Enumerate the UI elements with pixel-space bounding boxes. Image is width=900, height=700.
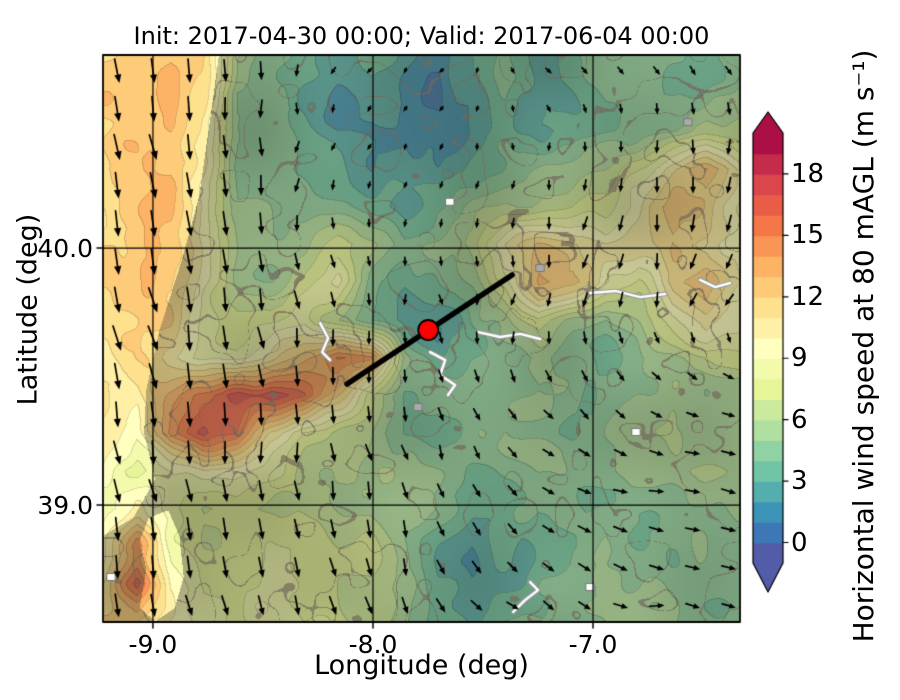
colorbar-tick-label-0: 0 xyxy=(791,527,808,558)
plot-title: Init: 2017-04-30 00:00; Valid: 2017-06-0… xyxy=(133,22,710,50)
x-tick-label-1: -8.0 xyxy=(348,630,398,659)
x-tick-label-2: -7.0 xyxy=(568,630,618,659)
colorbar-tick-label-5: 15 xyxy=(791,220,825,251)
colorbar-tick-label-2: 6 xyxy=(791,404,808,435)
colorbar-label: Horizontal wind speed at 80 mAGL (m s⁻¹) xyxy=(847,49,880,643)
x-tick-label-0: -9.0 xyxy=(128,630,178,659)
x-axis-label: Longitude (deg) xyxy=(314,650,529,681)
y-axis-label: Latitude (deg) xyxy=(12,213,44,406)
colorbar-tick-label-4: 12 xyxy=(791,281,825,312)
colorbar-tick-label-1: 3 xyxy=(791,466,808,497)
colorbar-tick-label-3: 9 xyxy=(791,343,808,374)
y-tick-label-0: 40.0 xyxy=(37,234,93,264)
colorbar-tick-label-6: 18 xyxy=(791,158,825,189)
y-tick-label-1: 39.0 xyxy=(37,491,93,521)
